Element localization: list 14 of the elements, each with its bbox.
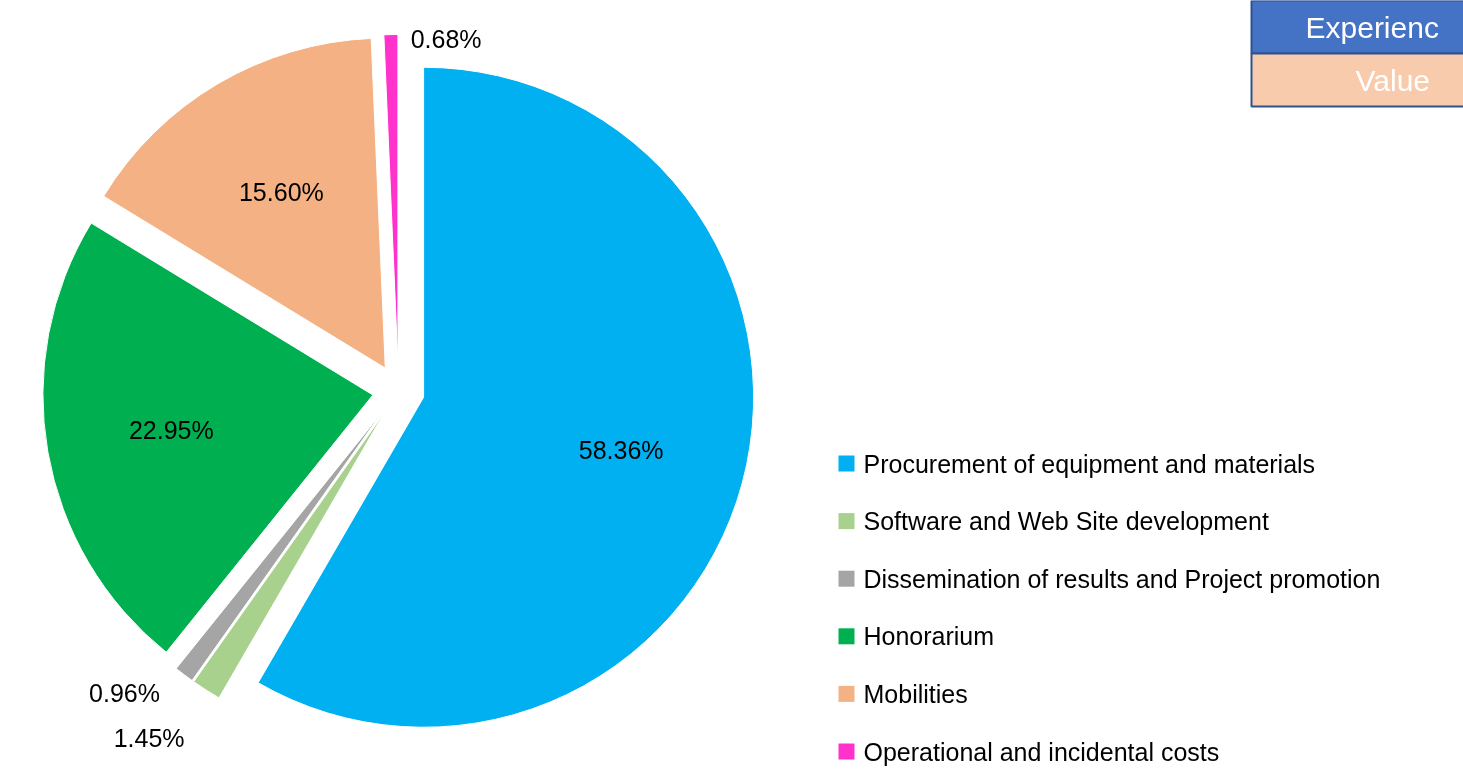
data-label: 0.96% — [89, 678, 160, 707]
legend-label: Mobilities — [863, 679, 968, 708]
data-label: 15.60% — [238, 177, 324, 206]
text: Experienc — [1305, 11, 1439, 44]
data-label: 0.68% — [410, 24, 482, 53]
legend-label: Honorarium — [863, 622, 995, 651]
data-label: 1.45% — [113, 723, 185, 752]
legend-label: Procurement of equipment and materials — [863, 449, 1316, 478]
data-label: 22.95% — [128, 416, 214, 445]
legend-label: Operational and incidental costs — [863, 737, 1220, 766]
legend-label: Software and Web Site development — [863, 507, 1269, 536]
data-label: 58.36% — [578, 436, 664, 465]
legend-label: Dissemination of results and Project promotion — [863, 564, 1381, 593]
text: Value — [1355, 64, 1431, 97]
